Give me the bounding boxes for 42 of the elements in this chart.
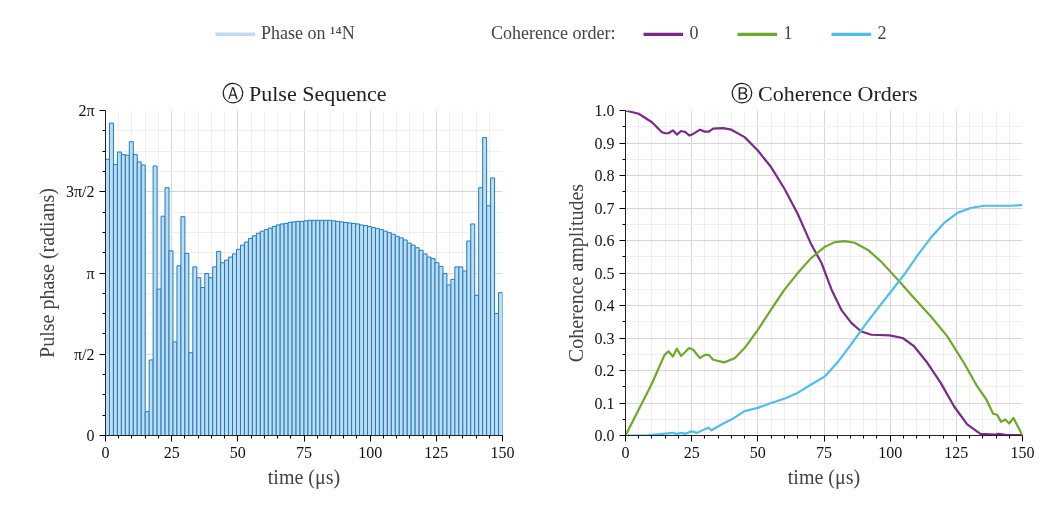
- y-tick-label: 2π: [78, 102, 95, 119]
- y-tick-label: 0.1: [594, 394, 615, 412]
- y-tick-label: 0.5: [594, 264, 615, 282]
- y-axis-title: Pulse phase (radians): [35, 188, 59, 358]
- x-tick-label: 25: [683, 443, 700, 461]
- y-tick-label: π: [86, 264, 95, 282]
- y-tick-label: 0.9: [594, 134, 615, 152]
- x-tick-label: 0: [621, 443, 630, 461]
- y-tick-label: π/2: [73, 345, 95, 363]
- legend-label: 1: [783, 23, 794, 44]
- x-tick-label: 100: [358, 443, 383, 461]
- y-tick-label: 3π/2: [65, 183, 95, 201]
- x-axis-title: time (μs): [267, 465, 341, 489]
- line-series: [625, 110, 1023, 436]
- y-tick-label: 0: [86, 427, 95, 444]
- x-tick-label: 50: [749, 443, 766, 461]
- x-tick-label: 25: [163, 443, 180, 461]
- x-tick-label: 125: [424, 443, 449, 461]
- x-axis-title: time (μs): [787, 465, 861, 489]
- x-tick-label: 0: [101, 443, 110, 461]
- x-tick-label: 75: [816, 443, 832, 461]
- chart-title: Ⓑ Coherence Orders: [730, 80, 918, 106]
- y-axis-title: Coherence amplitudes: [564, 183, 588, 363]
- x-tick-label: 50: [229, 443, 246, 461]
- y-tick-label: 0.4: [594, 297, 615, 314]
- x-tick-label: 75: [296, 443, 312, 461]
- y-tick-label: 1.0: [594, 102, 615, 119]
- y-tick-label: 0.3: [594, 329, 615, 347]
- legend-label: Phase on ¹⁴N: [261, 23, 355, 44]
- legend-label: 2: [877, 23, 888, 44]
- chart-title: Ⓐ Pulse Sequence: [221, 80, 387, 106]
- y-tick-label: 0.7: [594, 199, 615, 217]
- y-tick-label: 0.0: [594, 427, 615, 444]
- y-tick-label: 0.6: [594, 232, 615, 249]
- legend-label: 0: [689, 23, 700, 44]
- x-tick-label: 100: [878, 443, 903, 461]
- x-tick-label: 125: [944, 443, 969, 461]
- y-tick-label: 0.2: [594, 362, 615, 379]
- x-tick-label: 150: [490, 443, 515, 461]
- legend-title: Coherence order:: [491, 23, 616, 44]
- y-tick-label: 0.8: [594, 167, 615, 184]
- x-tick-label: 150: [1010, 443, 1035, 461]
